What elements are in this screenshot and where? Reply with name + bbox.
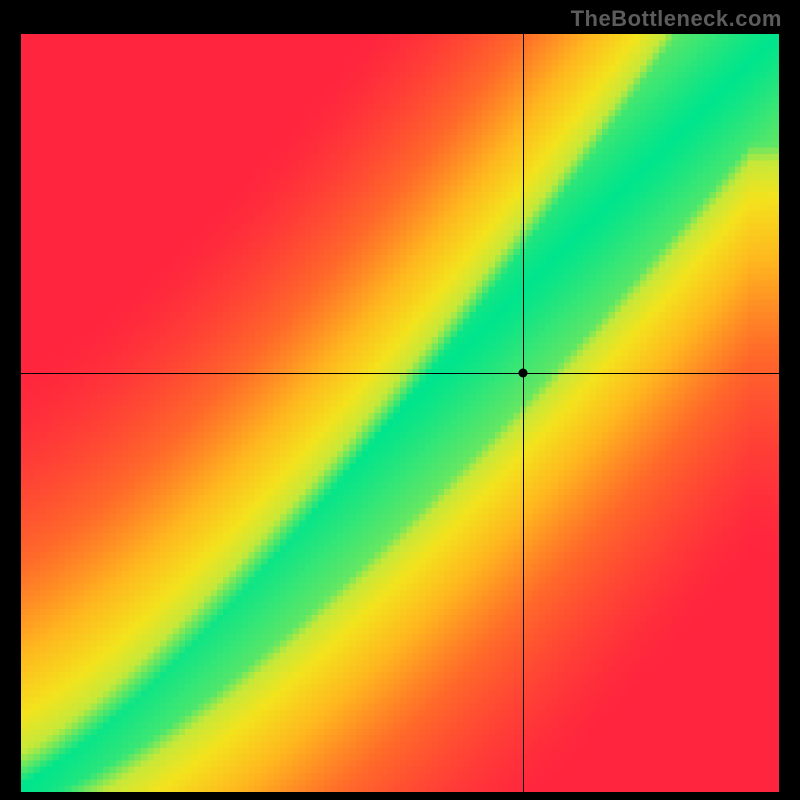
- crosshair-vertical: [523, 34, 524, 792]
- watermark-text: TheBottleneck.com: [571, 6, 782, 32]
- plot-area: [21, 34, 779, 792]
- heatmap-canvas: [21, 34, 779, 792]
- crosshair-horizontal: [21, 373, 779, 374]
- crosshair-point: [518, 368, 527, 377]
- chart-container: TheBottleneck.com: [0, 0, 800, 800]
